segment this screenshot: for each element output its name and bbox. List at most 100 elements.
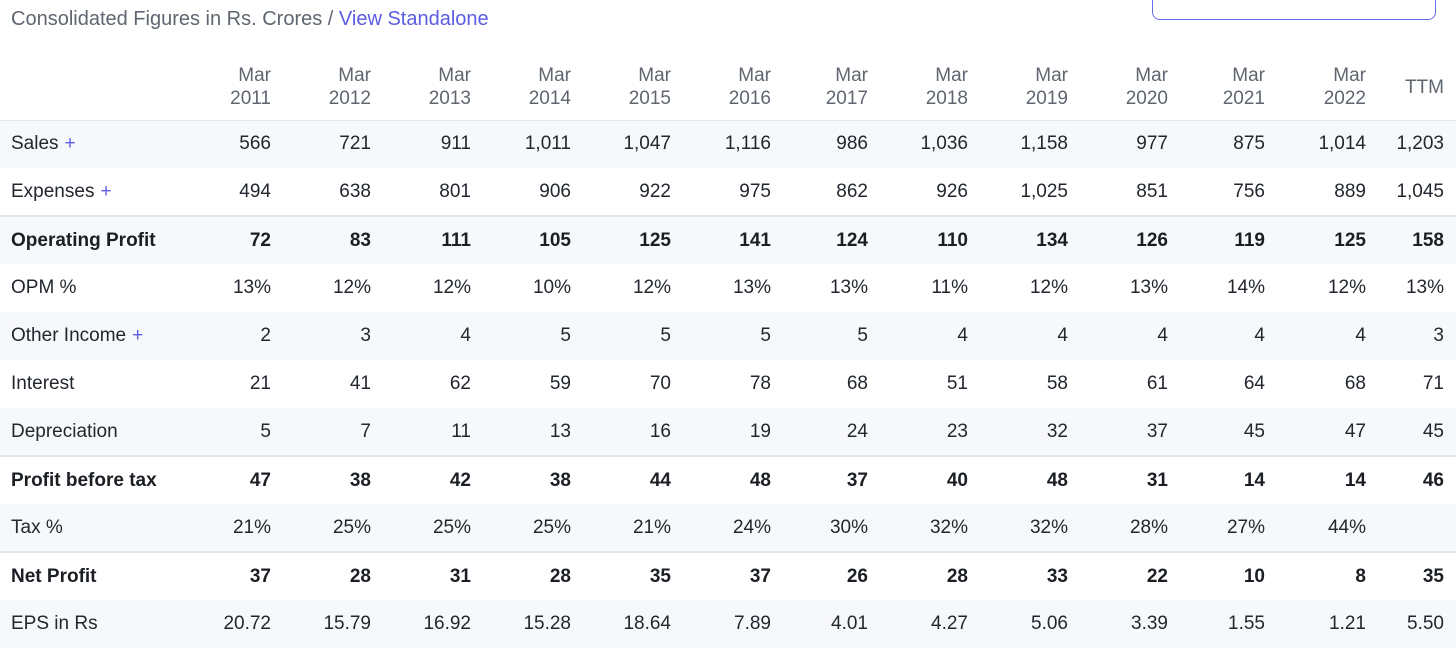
- table-cell: 10: [1168, 551, 1265, 600]
- table-cell: 5: [471, 312, 571, 360]
- table-row: Expenses +494 638 801 906 922 975 862 926 1,025 85…: [0, 168, 1456, 216]
- table-cell: 110: [868, 215, 968, 264]
- table-cell: 68: [771, 360, 868, 408]
- column-header[interactable]: Mar 2012: [271, 55, 371, 121]
- table-cell: 40: [868, 455, 968, 504]
- table-cell: 4.01: [771, 600, 868, 648]
- page-title: Consolidated Figures in Rs. Crores / Vie…: [11, 8, 489, 36]
- table-cell: 14: [1168, 455, 1265, 504]
- row-label: Sales: [11, 133, 59, 155]
- column-header[interactable]: Mar 2017: [771, 55, 868, 121]
- table-cell: 70: [571, 360, 671, 408]
- table-cell: 38: [471, 455, 571, 504]
- column-header-text: Mar: [1135, 65, 1168, 87]
- row-label-cell[interactable]: Sales +: [0, 120, 170, 168]
- table-cell: 12%: [1265, 264, 1366, 312]
- table-cell: 105: [471, 215, 571, 264]
- table-cell: 889: [1265, 168, 1366, 216]
- column-header-text: 2013: [428, 88, 471, 110]
- table-cell: 4.27: [868, 600, 968, 648]
- table-cell: 986: [771, 120, 868, 168]
- table-cell: 51: [868, 360, 968, 408]
- table-cell: 12%: [371, 264, 471, 312]
- column-header[interactable]: Mar 2018: [868, 55, 968, 121]
- column-header-text: 2016: [728, 88, 771, 110]
- table-cell: 13%: [771, 264, 868, 312]
- table-cell: 11%: [868, 264, 968, 312]
- column-header-text: Mar: [238, 65, 271, 87]
- table-cell: 68: [1265, 360, 1366, 408]
- table-cell: 30%: [771, 504, 868, 552]
- column-header[interactable]: Mar 2013: [371, 55, 471, 121]
- expand-row-button[interactable]: +: [64, 133, 76, 155]
- table-cell: 45: [1366, 408, 1456, 456]
- table-cell: 37: [671, 551, 771, 600]
- table-cell: 71: [1366, 360, 1456, 408]
- table-cell: 5.50: [1366, 600, 1456, 648]
- table-cell: 24%: [671, 504, 771, 552]
- expand-row-button[interactable]: +: [100, 180, 112, 202]
- column-header[interactable]: Mar 2021: [1168, 55, 1265, 121]
- table-cell: 15.28: [471, 600, 571, 648]
- table-cell: 47: [170, 455, 271, 504]
- column-header[interactable]: Mar 2016: [671, 55, 771, 121]
- column-header-text: Mar: [538, 65, 571, 87]
- table-cell: 58: [968, 360, 1068, 408]
- top-right-control[interactable]: [1152, 0, 1436, 20]
- table-cell: 906: [471, 168, 571, 216]
- table-cell: 5: [671, 312, 771, 360]
- table-cell: 44: [571, 455, 671, 504]
- table-cell: 13%: [170, 264, 271, 312]
- column-header[interactable]: Mar 2015: [571, 55, 671, 121]
- table-cell: 19: [671, 408, 771, 456]
- table-cell: 32%: [968, 504, 1068, 552]
- expand-row-button[interactable]: +: [132, 325, 144, 346]
- column-header[interactable]: Mar 2014: [471, 55, 571, 121]
- table-cell: 44%: [1265, 504, 1366, 552]
- table-cell: 12%: [571, 264, 671, 312]
- table-cell: 1,045: [1366, 168, 1456, 216]
- table-cell: 42: [371, 455, 471, 504]
- table-cell: 975: [671, 168, 771, 216]
- row-label: OPM %: [11, 277, 77, 298]
- row-label: Interest: [11, 373, 75, 394]
- column-header[interactable]: Mar 2019: [968, 55, 1068, 121]
- table-row: Tax % 21% 25% 25% 25% 21% 24% 30% 32% 32% 28% 27% 44…: [0, 504, 1456, 552]
- column-header[interactable]: Mar 2011: [170, 55, 271, 121]
- row-label-cell[interactable]: Other Income +: [0, 312, 170, 360]
- row-label-cell: Profit before tax: [0, 455, 170, 504]
- table-cell: 72: [170, 215, 271, 264]
- column-header[interactable]: Mar 2022: [1265, 55, 1366, 121]
- row-label-cell: Tax %: [0, 504, 170, 552]
- column-header-text: 2020: [1125, 88, 1168, 110]
- table-cell: 111: [371, 215, 471, 264]
- table-row: Net Profit 37 28 31 28 35 37 26 28 33 22 10 8 35: [0, 551, 1456, 600]
- table-cell: 59: [471, 360, 571, 408]
- table-cell: [1366, 504, 1456, 552]
- row-label-cell[interactable]: Expenses +: [0, 168, 170, 216]
- table-cell: 18.64: [571, 600, 671, 648]
- table-cell: 119: [1168, 215, 1265, 264]
- table-row: EPS in Rs 20.72 15.79 16.92 15.28 18.64 7.89 4.…: [0, 600, 1456, 648]
- column-header-text: Mar: [935, 65, 968, 87]
- column-header[interactable]: Mar 2020: [1068, 55, 1168, 121]
- table-cell: 37: [771, 455, 868, 504]
- row-label-cell: Net Profit: [0, 551, 170, 600]
- table-cell: 911: [371, 120, 471, 168]
- table-cell: 28: [868, 551, 968, 600]
- column-header-text: Mar: [835, 65, 868, 87]
- table-cell: 3.39: [1068, 600, 1168, 648]
- table-cell: 4: [968, 312, 1068, 360]
- table-cell: 64: [1168, 360, 1265, 408]
- table-cell: 566: [170, 120, 271, 168]
- table-cell: 494: [170, 168, 271, 216]
- table-row: Profit before tax 47 38 42 38 44 48 37 40 48 31 14 1…: [0, 455, 1456, 504]
- table-cell: 141: [671, 215, 771, 264]
- column-header-ttm[interactable]: TTM: [1366, 55, 1456, 121]
- table-cell: 16.92: [371, 600, 471, 648]
- table-cell: 33: [968, 551, 1068, 600]
- column-header-text: 2011: [230, 88, 271, 110]
- view-standalone-link[interactable]: View Standalone: [338, 8, 489, 30]
- table-cell: 125: [1265, 215, 1366, 264]
- table-cell: 37: [170, 551, 271, 600]
